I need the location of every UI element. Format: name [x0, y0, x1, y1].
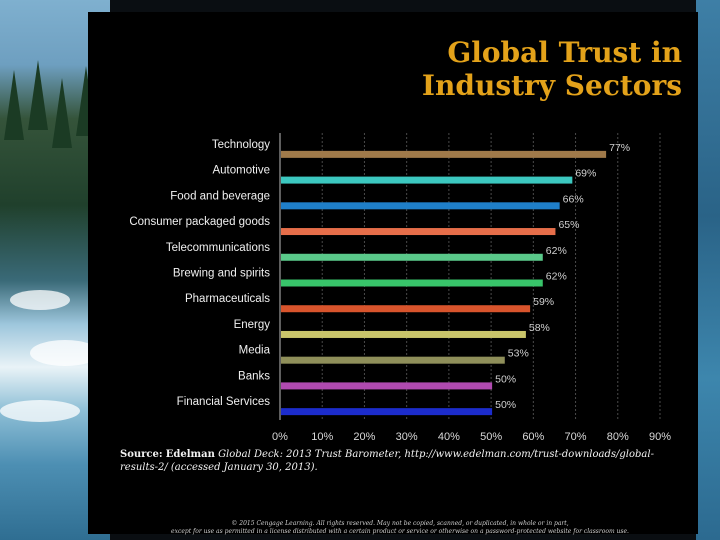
category-label: Financial Services: [177, 396, 271, 408]
category-label: Media: [239, 345, 271, 357]
category-label: Consumer packaged goods: [129, 216, 270, 228]
water-foam: [0, 400, 80, 422]
x-tick-label: 50%: [480, 431, 502, 443]
x-tick-label: 40%: [438, 431, 460, 443]
category-label: Telecommunications: [166, 242, 270, 254]
bar: [281, 330, 526, 338]
data-label: 66%: [563, 193, 584, 205]
category-label: Automotive: [212, 165, 270, 177]
footer-line-2: except for use as permitted in a license…: [171, 528, 629, 535]
x-tick-label: 80%: [607, 431, 629, 443]
category-label: Energy: [234, 319, 271, 331]
x-tick-label: 70%: [565, 431, 587, 443]
bar: [281, 382, 493, 390]
x-tick-label: 60%: [522, 431, 544, 443]
source-label: Source:: [120, 449, 163, 460]
bar: [281, 202, 560, 210]
source-citation: Source: Edelman Global Deck: 2013 Trust …: [120, 448, 680, 474]
bar: [281, 176, 573, 184]
photo-edge-right: [696, 0, 720, 540]
title-line-2: Industry Sectors: [421, 69, 682, 102]
source-publisher: Edelman: [165, 449, 215, 460]
category-label: Brewing and spirits: [173, 268, 270, 280]
slide-title: Global Trust in Industry Sectors: [422, 36, 682, 102]
data-label: 77%: [609, 142, 630, 154]
x-tick-label: 20%: [353, 431, 375, 443]
footer-line-1: © 2015 Cengage Learning. All rights rese…: [231, 520, 569, 527]
data-label: 50%: [495, 399, 516, 411]
data-label: 59%: [533, 296, 554, 308]
tree-shape: [52, 78, 72, 148]
bar: [281, 356, 505, 364]
x-tick-label: 10%: [311, 431, 333, 443]
x-tick-label: 30%: [396, 431, 418, 443]
data-label: 69%: [575, 168, 596, 180]
x-tick-label: 0%: [272, 431, 288, 443]
data-label: 58%: [529, 322, 550, 334]
data-label: 62%: [546, 271, 567, 283]
bar: [281, 228, 556, 236]
source-text: Global Deck: 2013 Trust Barometer, http:…: [120, 449, 654, 473]
slide-panel: [88, 12, 698, 534]
data-label: 50%: [495, 373, 516, 385]
copyright-footer: © 2015 Cengage Learning. All rights rese…: [100, 520, 700, 536]
bar: [281, 408, 493, 416]
water-foam: [10, 290, 70, 310]
bar: [281, 279, 543, 287]
category-label: Pharmaceuticals: [185, 293, 270, 305]
tree-shape: [28, 60, 48, 130]
data-label: 62%: [546, 245, 567, 257]
category-label: Food and beverage: [170, 190, 270, 202]
title-line-1: Global Trust in: [447, 36, 682, 69]
data-label: 53%: [508, 348, 529, 360]
bar: [281, 305, 531, 313]
x-tick-label: 90%: [649, 431, 671, 443]
category-label: Banks: [238, 370, 270, 382]
bar: [281, 150, 607, 158]
bar: [281, 253, 543, 261]
tree-shape: [4, 70, 24, 140]
category-label: Technology: [212, 139, 270, 151]
data-label: 65%: [558, 219, 579, 231]
